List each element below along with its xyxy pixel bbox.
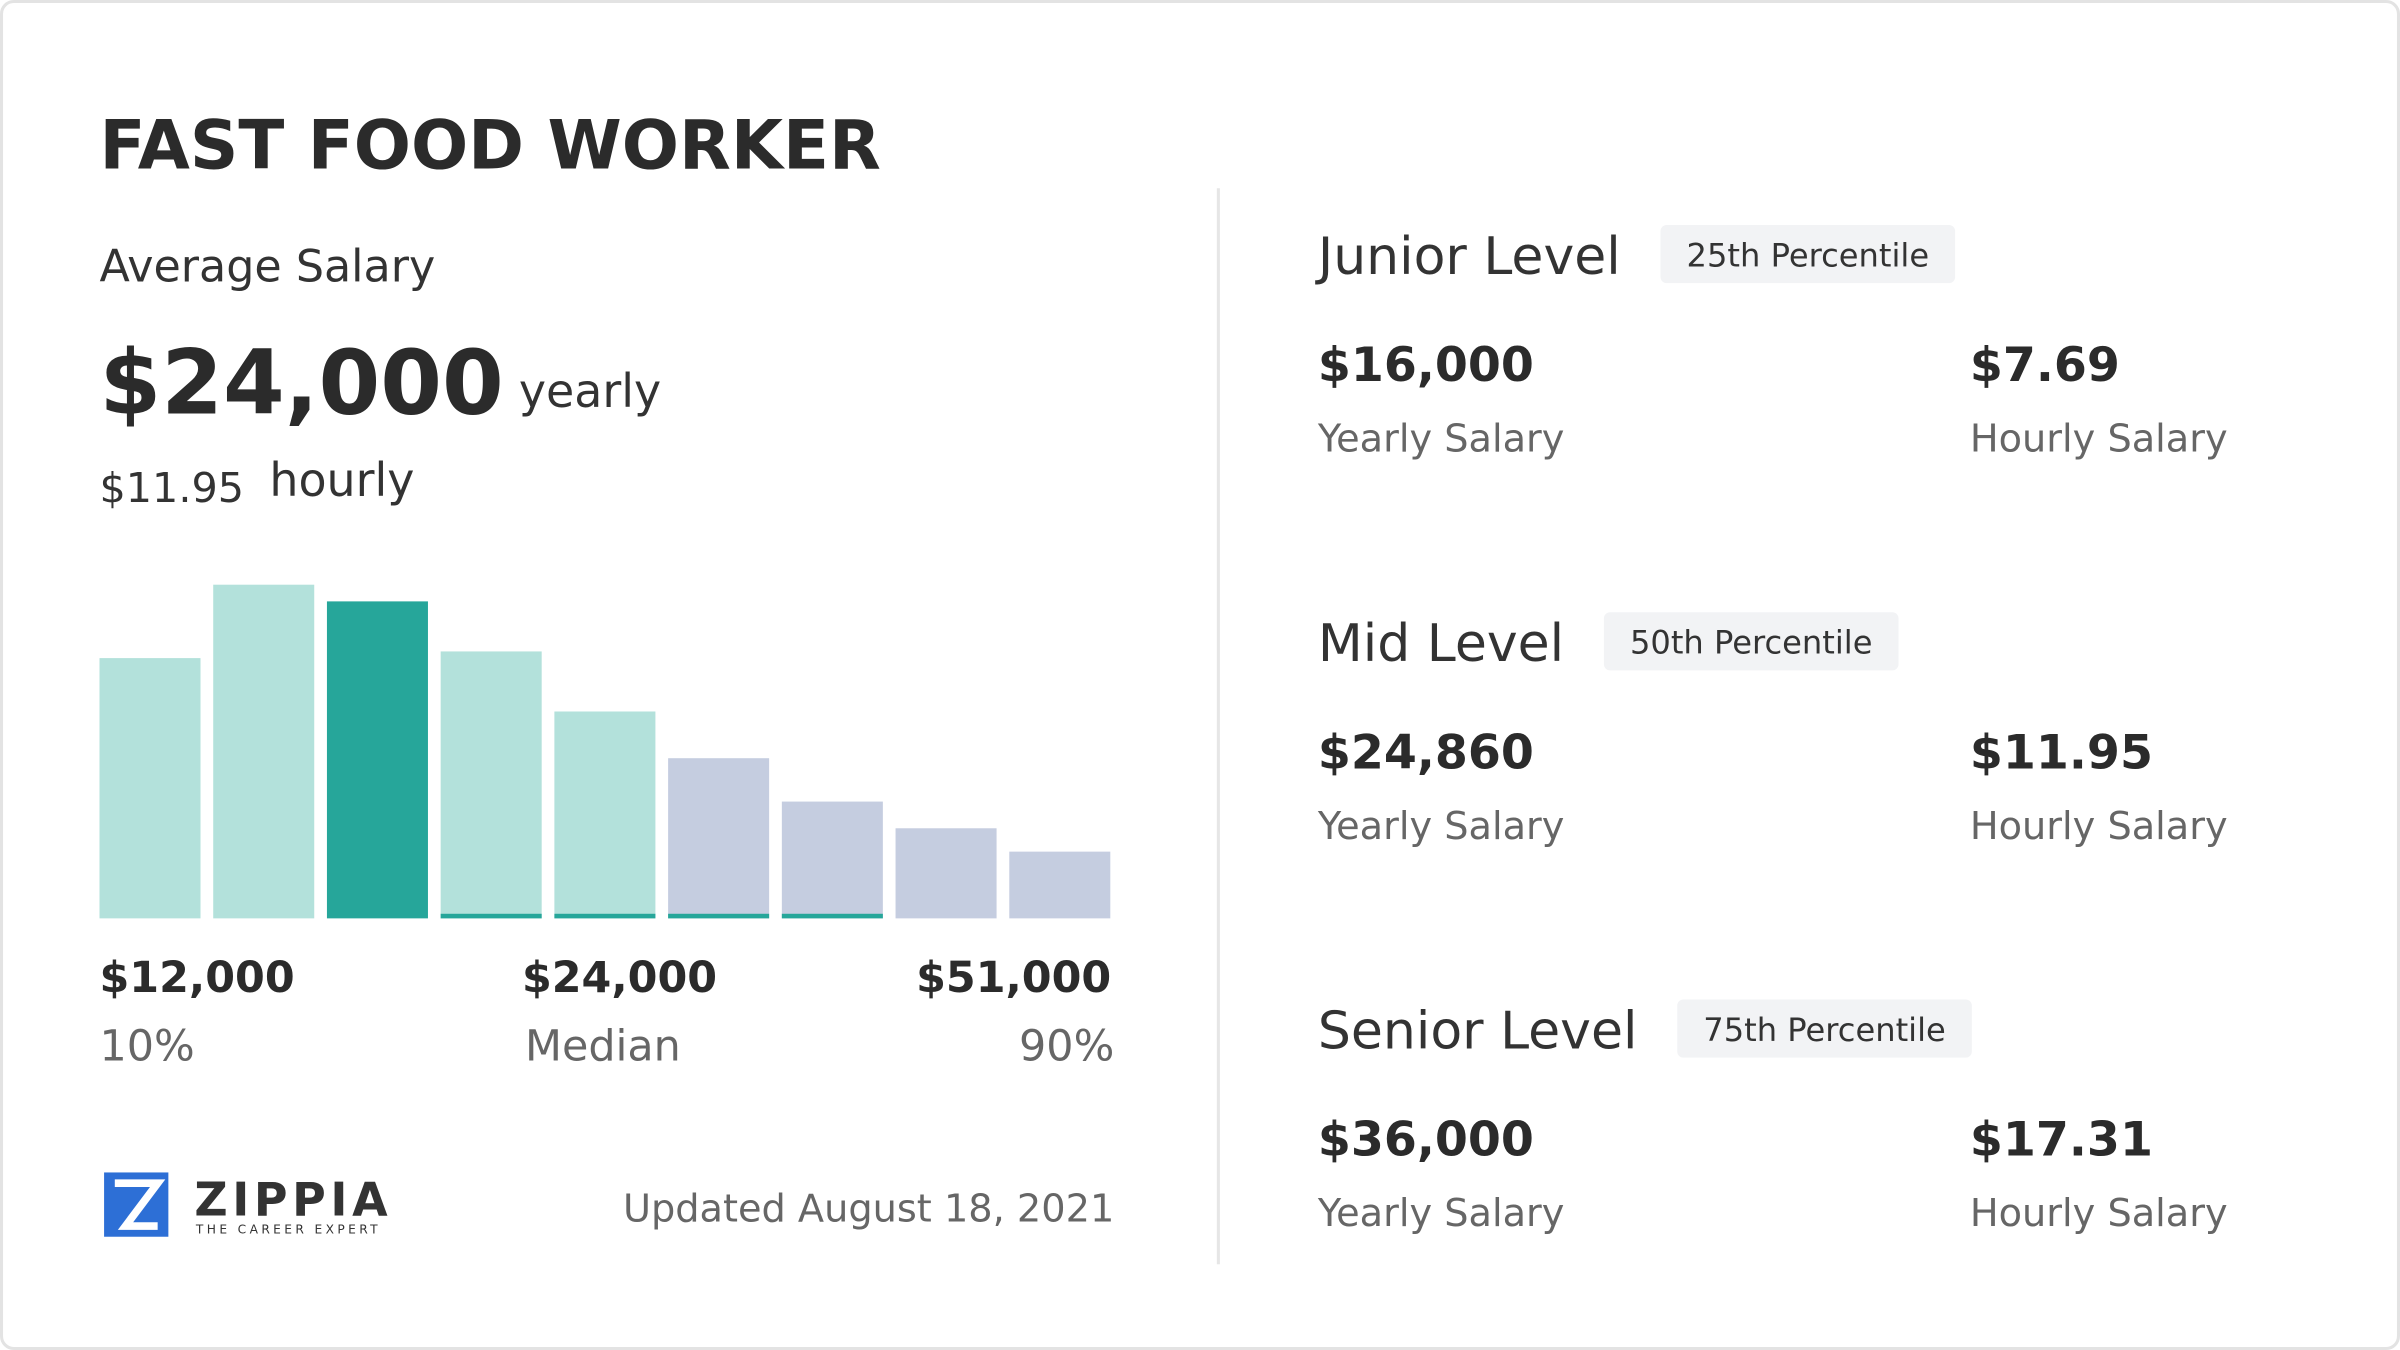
levels: Junior Level 25th Percentile $16,000 Yearly… <box>1315 225 2228 1236</box>
scale-label: 90% <box>1019 1022 1114 1072</box>
logo-name: ZIPPIA <box>194 1172 392 1226</box>
bar <box>213 584 315 919</box>
average-label: Average Salary <box>99 242 435 293</box>
bar <box>554 711 656 919</box>
hourly-value: $11.95 <box>1970 725 2153 780</box>
yearly-label: Yearly Salary <box>1317 804 1565 849</box>
bar <box>440 651 542 919</box>
hourly-label: Hourly Salary <box>1970 417 2228 462</box>
hourly-unit: hourly <box>269 453 414 507</box>
scale-value: $12,000 <box>99 953 294 1003</box>
percentile-badge <box>1660 225 1956 284</box>
scale-value: $24,000 <box>522 953 717 1003</box>
bar-underline <box>781 913 883 919</box>
scale-value: $51,000 <box>916 953 1111 1003</box>
hourly-value: $7.69 <box>1970 338 2120 393</box>
level-name: Junior Level <box>1315 227 1621 287</box>
bar <box>895 828 997 919</box>
yearly-value: $24,860 <box>1318 725 1534 780</box>
logo-tagline: THE CAREER EXPERT <box>195 1223 381 1237</box>
percentile-label: 50th Percentile <box>1630 624 1873 662</box>
yearly-label: Yearly Salary <box>1317 1191 1565 1236</box>
percentile-label: 75th Percentile <box>1703 1011 1946 1049</box>
updated-date: Updated August 18, 2021 <box>623 1186 1114 1231</box>
bar <box>781 801 883 919</box>
bar-underline <box>554 913 656 919</box>
bar-underline <box>668 913 770 919</box>
histogram <box>99 584 1111 919</box>
bar <box>326 601 428 919</box>
yearly-label: Yearly Salary <box>1317 417 1565 462</box>
yearly-value: $16,000 <box>1318 338 1534 393</box>
level-name: Senior Level <box>1318 1001 1638 1061</box>
average-yearly: $24,000 <box>99 331 503 434</box>
yearly-unit: yearly <box>519 364 661 418</box>
bar <box>99 658 201 919</box>
scale-label: Median <box>525 1022 681 1072</box>
level-name: Mid Level <box>1318 614 1564 674</box>
percentile-label: 25th Percentile <box>1687 236 1930 274</box>
hourly-value: $17.31 <box>1970 1113 2153 1168</box>
job-title: FAST FOOD WORKER <box>99 105 880 184</box>
logo-z <box>114 1179 166 1230</box>
percentile-badge <box>1603 612 1899 671</box>
bar <box>1009 851 1111 919</box>
average-hourly: $11.95 <box>99 464 244 512</box>
bar <box>668 758 770 919</box>
hourly-label: Hourly Salary <box>1970 804 2228 849</box>
scale-label: 10% <box>99 1022 194 1072</box>
bar-underline <box>440 913 542 919</box>
logo: ZIPPIA THE CAREER EXPERT <box>104 1172 392 1237</box>
percentile-badge <box>1677 999 1972 1058</box>
hourly-label: Hourly Salary <box>1970 1191 2228 1236</box>
yearly-value: $36,000 <box>1318 1113 1534 1168</box>
